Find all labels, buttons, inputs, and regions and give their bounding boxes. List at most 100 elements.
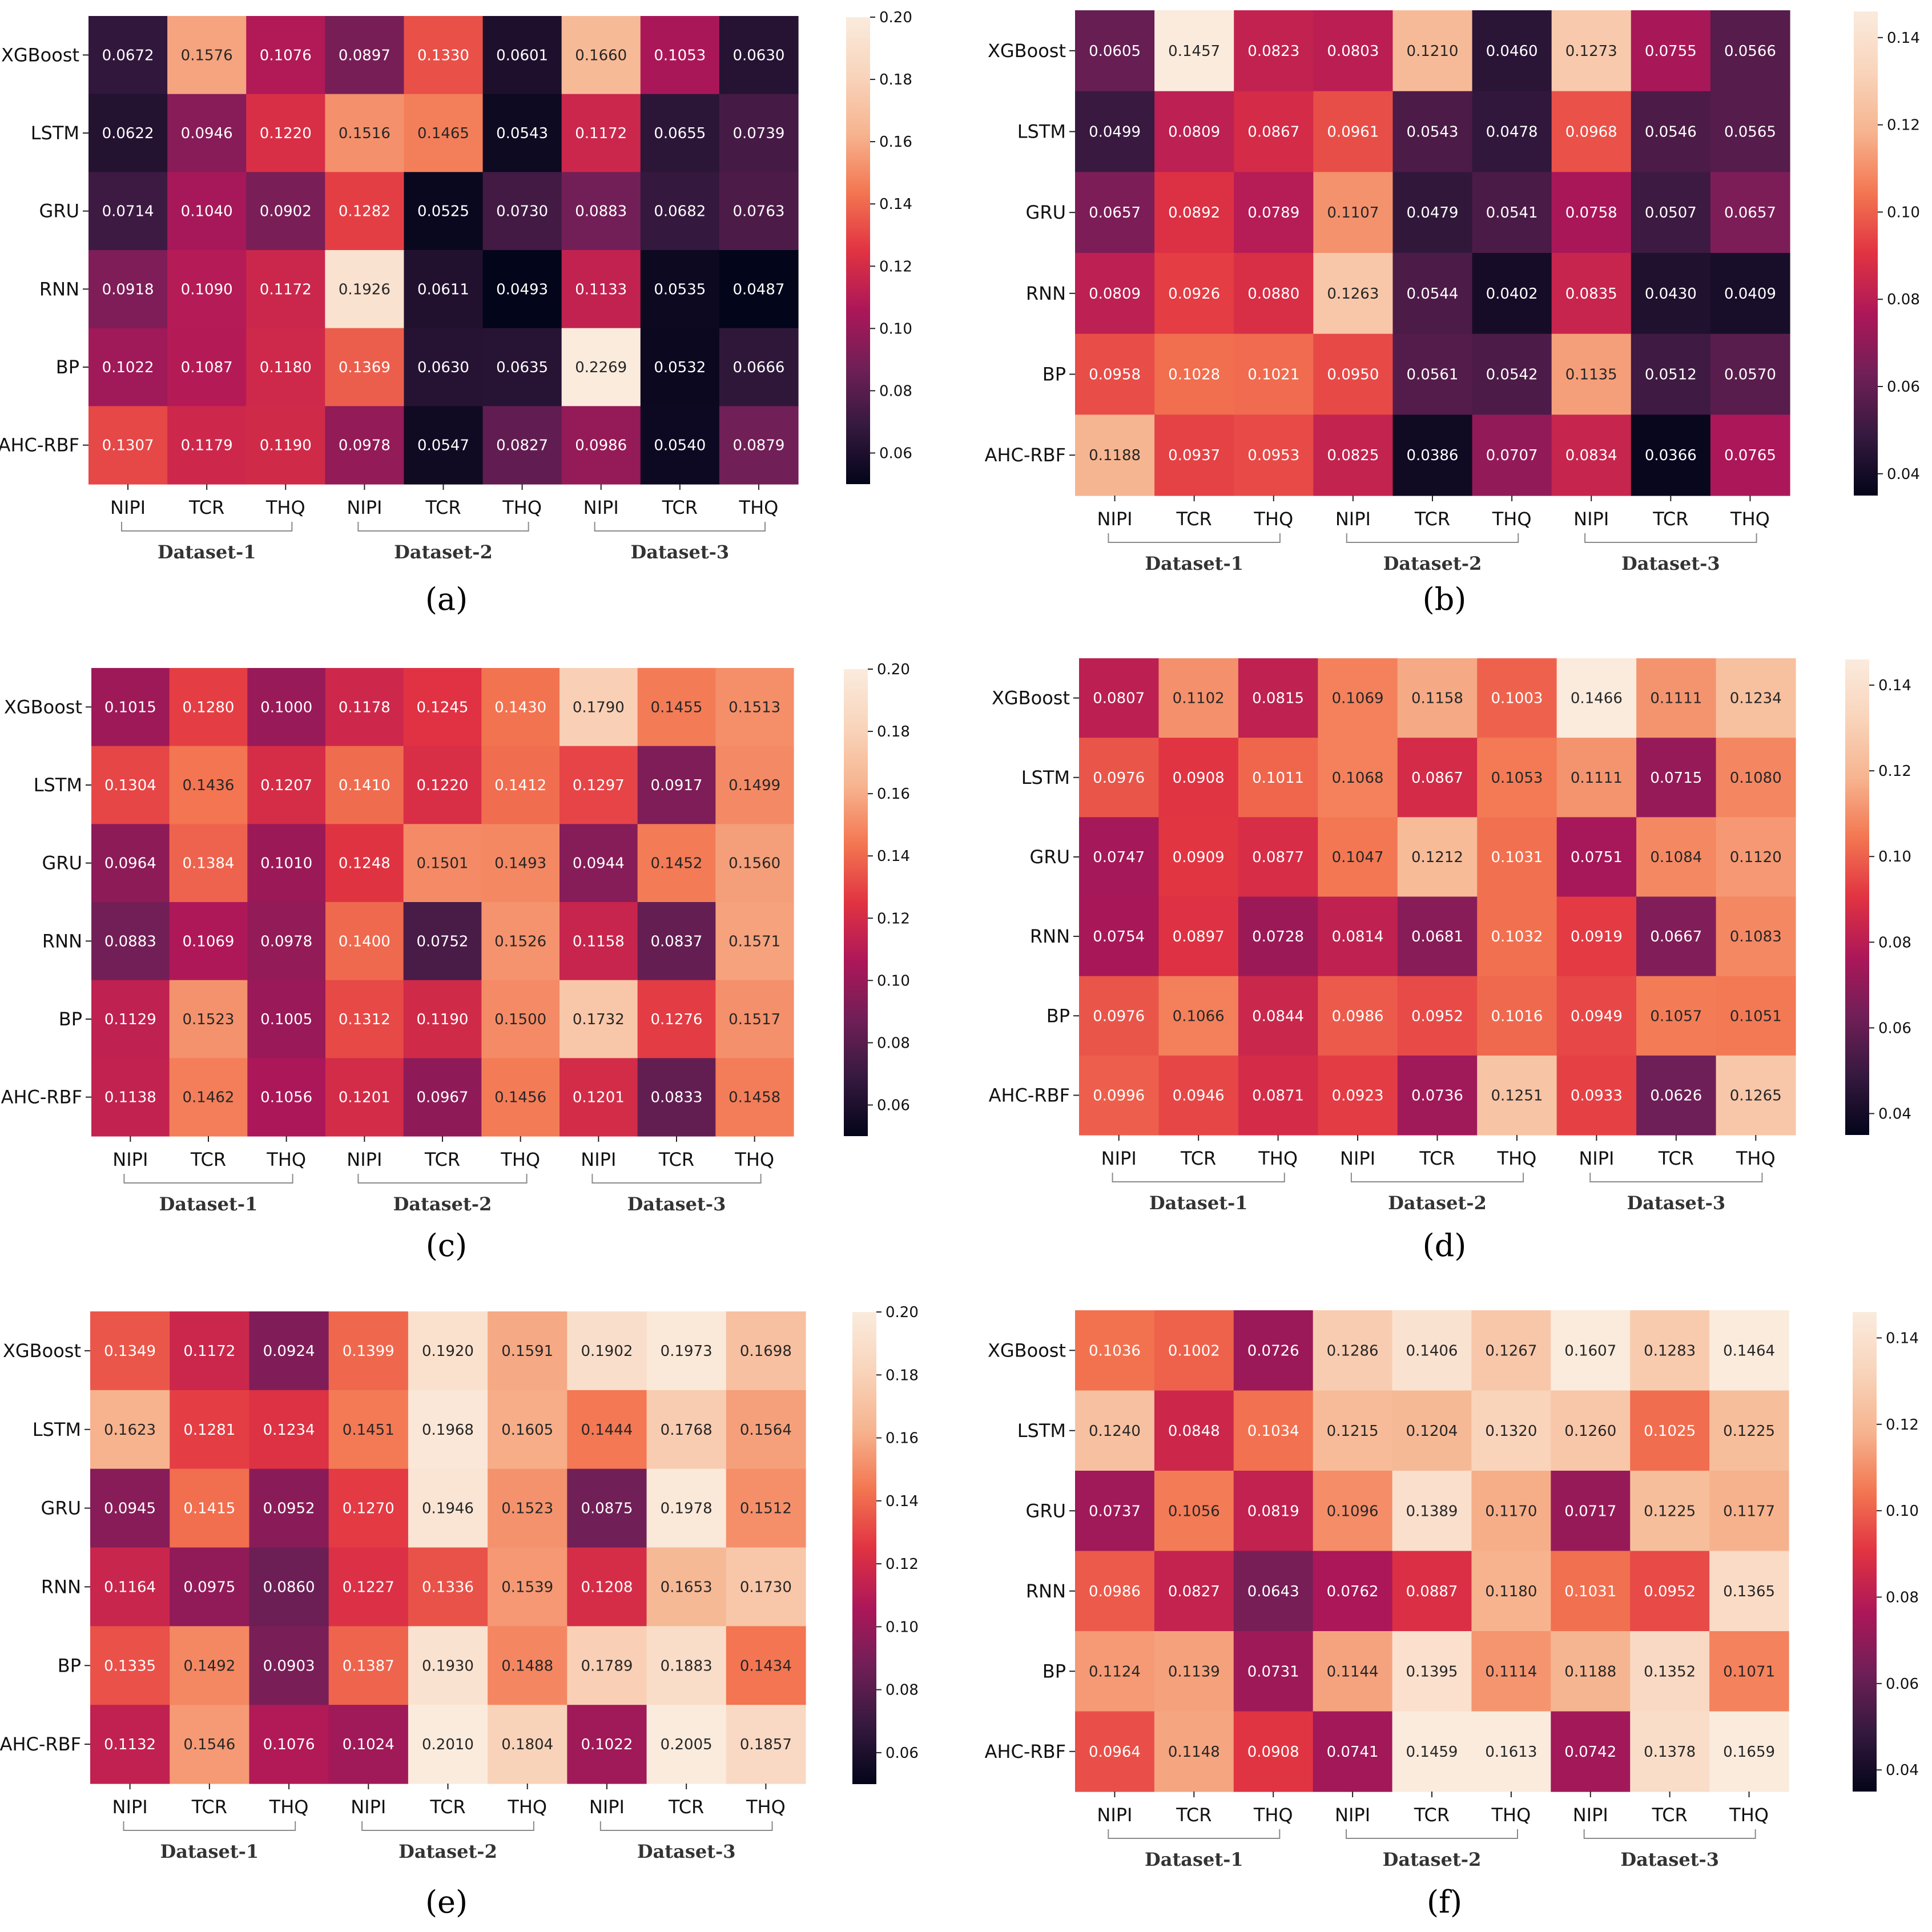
heatmap-cell [1556, 658, 1637, 738]
heatmap-cell [170, 1705, 250, 1784]
cell-value-label: 0.0952 [1644, 1583, 1696, 1600]
cell-value-label: 0.1015 [104, 699, 156, 716]
heatmap-cell [169, 902, 248, 981]
heatmap-cell [1075, 1711, 1155, 1792]
heatmap-cell [325, 746, 404, 824]
colorbar-tick-label: 0.14 [1887, 30, 1920, 47]
heatmap-cell [169, 746, 248, 824]
heatmap-cell [1238, 817, 1318, 897]
cell-value-label: 0.0809 [1089, 285, 1141, 303]
cell-value-label: 0.1227 [343, 1579, 395, 1596]
cell-value-label: 0.0730 [496, 203, 548, 220]
panel-caption: (b) [1423, 581, 1467, 617]
cell-value-label: 0.0923 [1332, 1087, 1384, 1104]
cell-value-label: 0.1139 [1168, 1663, 1220, 1680]
heatmap-cell [1075, 333, 1155, 415]
heatmap-cell [1079, 976, 1160, 1056]
colorbar-tick-label: 0.10 [1886, 1503, 1919, 1520]
heatmap-cell [1075, 1390, 1155, 1471]
heatmap-cell [1709, 1310, 1789, 1391]
cell-value-label: 0.1883 [661, 1657, 713, 1675]
cell-value-label: 0.1415 [183, 1500, 235, 1518]
cell-value-label: 0.1212 [1411, 849, 1463, 866]
cell-value-label: 0.1516 [339, 125, 391, 142]
heatmap-cell [561, 94, 641, 172]
cell-value-label: 0.1564 [740, 1422, 792, 1439]
cell-value-label: 0.0386 [1407, 447, 1459, 464]
heatmap-cell [1079, 738, 1160, 818]
column-label: TCR [190, 1149, 226, 1170]
cell-value-label: 0.0751 [1571, 849, 1623, 866]
dataset-group-label: Dataset-3 [637, 1841, 736, 1862]
heatmap-cell [1472, 333, 1552, 415]
cell-value-label: 0.0643 [1247, 1583, 1299, 1600]
colorbar-tick-label: 0.12 [886, 1556, 919, 1573]
cell-value-label: 0.1138 [104, 1089, 156, 1106]
cell-value-label: 0.0728 [1252, 928, 1304, 945]
heatmap-cell [325, 406, 405, 485]
heatmap-cell [246, 172, 325, 251]
cell-value-label: 0.1613 [1485, 1744, 1537, 1761]
heatmap-cell [1313, 172, 1394, 253]
heatmap-cell [646, 1705, 727, 1784]
heatmap-cell [403, 746, 482, 824]
cell-value-label: 0.0512 [1645, 367, 1697, 384]
cell-value-label: 0.0958 [1089, 367, 1141, 384]
heatmap-cell [640, 16, 720, 95]
heatmap-cell [1397, 658, 1478, 738]
cell-value-label: 0.0682 [654, 203, 706, 220]
heatmap-cell [91, 1058, 170, 1137]
heatmap-cell [1154, 253, 1234, 335]
heatmap-cell [488, 1311, 567, 1391]
cell-value-label: 0.1286 [1327, 1342, 1379, 1359]
colorbar-tick-label: 0.08 [1887, 291, 1920, 308]
heatmap-cell [169, 980, 248, 1058]
cell-value-label: 0.1312 [339, 1011, 391, 1028]
heatmap-cell [1238, 1055, 1318, 1136]
heatmap-cell [482, 250, 562, 329]
cell-value-label: 0.1267 [1485, 1342, 1537, 1359]
cell-value-label: 0.0902 [260, 203, 312, 220]
cell-value-label: 0.0952 [1411, 1008, 1463, 1025]
cell-value-label: 0.0825 [1327, 447, 1379, 464]
cell-value-label: 0.1005 [260, 1011, 312, 1028]
cell-value-label: 0.0742 [1564, 1744, 1616, 1761]
cell-value-label: 0.1148 [1168, 1744, 1220, 1761]
colorbar-tick-label: 0.06 [1878, 1020, 1911, 1037]
row-label: BP [1046, 1005, 1070, 1027]
heatmap-cell [170, 1547, 250, 1627]
heatmap-cell [1397, 1055, 1478, 1136]
column-label: TCR [658, 1149, 694, 1170]
cell-value-label: 0.0883 [104, 933, 156, 950]
heatmap-cell [170, 1390, 250, 1470]
cell-value-label: 0.0499 [1089, 124, 1141, 141]
cell-value-label: 0.1406 [1406, 1342, 1458, 1359]
cell-value-label: 0.1283 [1644, 1342, 1696, 1359]
heatmap-cell [1551, 1631, 1631, 1712]
cell-value-label: 0.0892 [1168, 204, 1220, 222]
dataset-group-label: Dataset-1 [1145, 1849, 1243, 1870]
dataset-group-label: Dataset-3 [1620, 1849, 1719, 1870]
dataset-group-label: Dataset-2 [394, 541, 493, 563]
column-label: NIPI [583, 497, 619, 518]
heatmap-cell [1079, 896, 1160, 977]
heatmap-cell [482, 328, 562, 406]
heatmap-cell [1710, 414, 1790, 496]
cell-value-label: 0.0848 [1168, 1423, 1220, 1440]
cell-value-label: 0.1430 [494, 699, 546, 716]
dataset-group-label: Dataset-2 [1383, 553, 1482, 574]
dataset-bracket [123, 1821, 296, 1831]
heatmap-cell [1234, 91, 1314, 172]
heatmap-cell [1472, 172, 1552, 253]
cell-value-label: 0.0883 [575, 203, 627, 220]
cell-value-label: 0.0622 [102, 125, 154, 142]
cell-value-label: 0.0919 [1571, 928, 1623, 945]
heatmap-cell [1313, 1310, 1393, 1391]
cell-value-label: 0.1172 [183, 1343, 235, 1360]
heatmap-cell [1472, 253, 1552, 335]
cell-value-label: 0.1369 [339, 359, 391, 376]
cell-value-label: 0.1245 [417, 699, 469, 716]
cell-value-label: 0.1576 [181, 47, 233, 64]
column-label: NIPI [347, 1149, 382, 1170]
heatmap-cell [249, 1390, 329, 1470]
